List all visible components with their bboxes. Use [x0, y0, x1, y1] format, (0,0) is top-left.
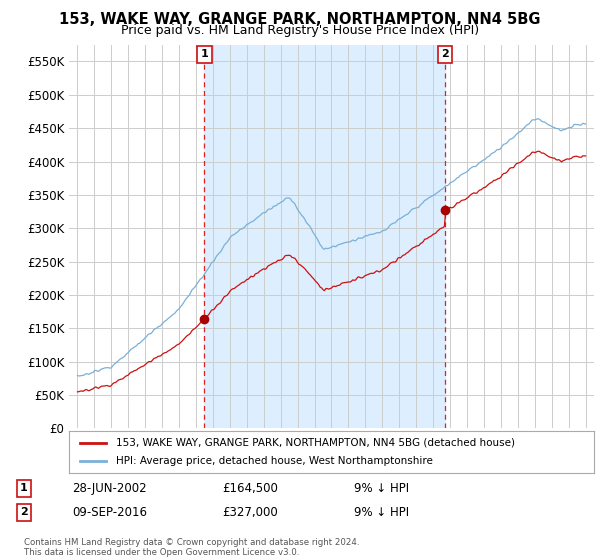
Text: 1: 1	[200, 49, 208, 59]
Bar	[205, 45, 445, 428]
Text: 9% ↓ HPI: 9% ↓ HPI	[354, 482, 409, 495]
Text: 09-SEP-2016: 09-SEP-2016	[72, 506, 147, 519]
Text: £164,500: £164,500	[222, 482, 278, 495]
Text: Price paid vs. HM Land Registry's House Price Index (HPI): Price paid vs. HM Land Registry's House …	[121, 24, 479, 36]
Text: 2: 2	[441, 49, 449, 59]
Text: 2: 2	[20, 507, 28, 517]
Text: Contains HM Land Registry data © Crown copyright and database right 2024.
This d: Contains HM Land Registry data © Crown c…	[24, 538, 359, 557]
Text: 1: 1	[20, 483, 28, 493]
Text: 153, WAKE WAY, GRANGE PARK, NORTHAMPTON, NN4 5BG (detached house): 153, WAKE WAY, GRANGE PARK, NORTHAMPTON,…	[116, 438, 515, 448]
Text: 28-JUN-2002: 28-JUN-2002	[72, 482, 146, 495]
Text: £327,000: £327,000	[222, 506, 278, 519]
Text: 9% ↓ HPI: 9% ↓ HPI	[354, 506, 409, 519]
Text: 153, WAKE WAY, GRANGE PARK, NORTHAMPTON, NN4 5BG: 153, WAKE WAY, GRANGE PARK, NORTHAMPTON,…	[59, 12, 541, 27]
Text: HPI: Average price, detached house, West Northamptonshire: HPI: Average price, detached house, West…	[116, 456, 433, 466]
